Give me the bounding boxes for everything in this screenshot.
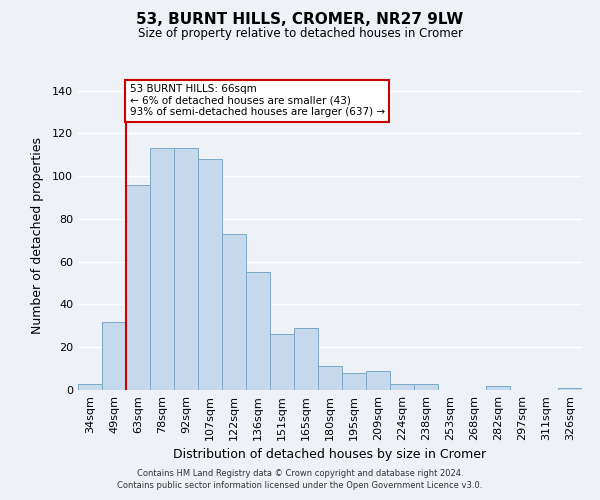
Y-axis label: Number of detached properties: Number of detached properties [31,136,44,334]
Text: Contains HM Land Registry data © Crown copyright and database right 2024.: Contains HM Land Registry data © Crown c… [137,468,463,477]
Bar [342,373,366,390]
Text: 53, BURNT HILLS, CROMER, NR27 9LW: 53, BURNT HILLS, CROMER, NR27 9LW [136,12,464,28]
Text: 53 BURNT HILLS: 66sqm
← 6% of detached houses are smaller (43)
93% of semi-detac: 53 BURNT HILLS: 66sqm ← 6% of detached h… [130,84,385,117]
Bar [198,159,222,390]
Bar [246,272,270,390]
Bar [222,234,246,390]
Bar [294,328,318,390]
Bar [174,148,198,390]
Bar [270,334,294,390]
Bar [414,384,438,390]
X-axis label: Distribution of detached houses by size in Cromer: Distribution of detached houses by size … [173,448,487,462]
Bar [486,386,510,390]
Bar [366,371,390,390]
Bar [150,148,174,390]
Text: Size of property relative to detached houses in Cromer: Size of property relative to detached ho… [137,28,463,40]
Bar [102,322,126,390]
Bar [390,384,414,390]
Text: Contains public sector information licensed under the Open Government Licence v3: Contains public sector information licen… [118,481,482,490]
Bar [126,185,150,390]
Bar [78,384,102,390]
Bar [558,388,582,390]
Bar [318,366,342,390]
